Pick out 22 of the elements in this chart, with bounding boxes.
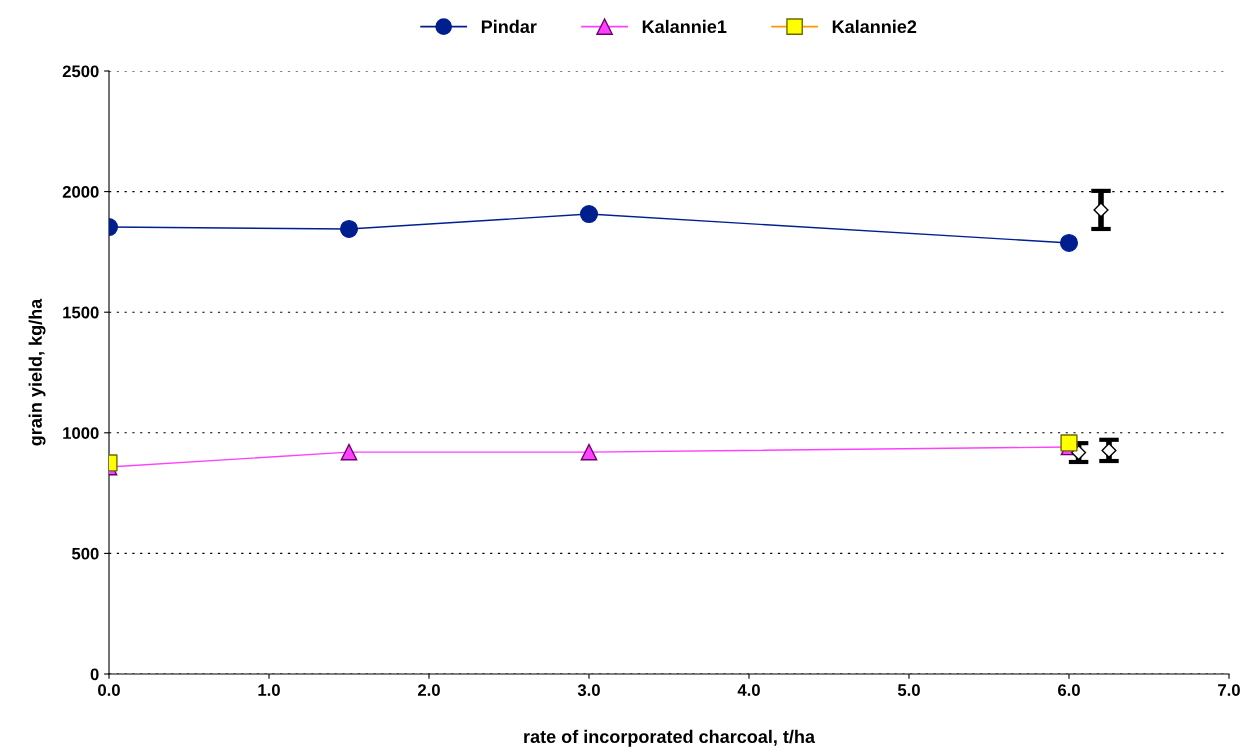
- point: [1093, 202, 1109, 218]
- y-axis-title: grain yield, kg/ha: [28, 298, 46, 446]
- x-tick-label: 0.0: [98, 684, 120, 696]
- y-tick-label: 1000: [63, 427, 99, 439]
- legend-label: Kalannie1: [642, 19, 727, 34]
- y-tick-label: 2500: [62, 65, 99, 78]
- y-tick-label: 2000: [62, 186, 99, 198]
- x-tick-label: 6.0: [1058, 684, 1080, 696]
- y-tick-label: 1500: [63, 306, 99, 319]
- legend-label: Pindar: [481, 19, 537, 34]
- x-tick-label: 3.0: [577, 684, 600, 696]
- x-axis-title: rate of incorporated charcoal, t/ha: [524, 729, 816, 747]
- legend-label: Kalannie2: [832, 19, 917, 34]
- point: [1101, 442, 1117, 458]
- point: [1059, 233, 1079, 253]
- x-tick-label: 4.0: [737, 684, 760, 696]
- x-tick-label: 2.0: [417, 684, 440, 696]
- x-tick-label: 5.0: [897, 684, 920, 696]
- x-tick-label: 7.0: [1218, 684, 1240, 696]
- y-tick-label: 0: [90, 668, 99, 681]
- y-tick-label: 500: [71, 547, 99, 560]
- x-tick-label: 1.0: [258, 684, 280, 696]
